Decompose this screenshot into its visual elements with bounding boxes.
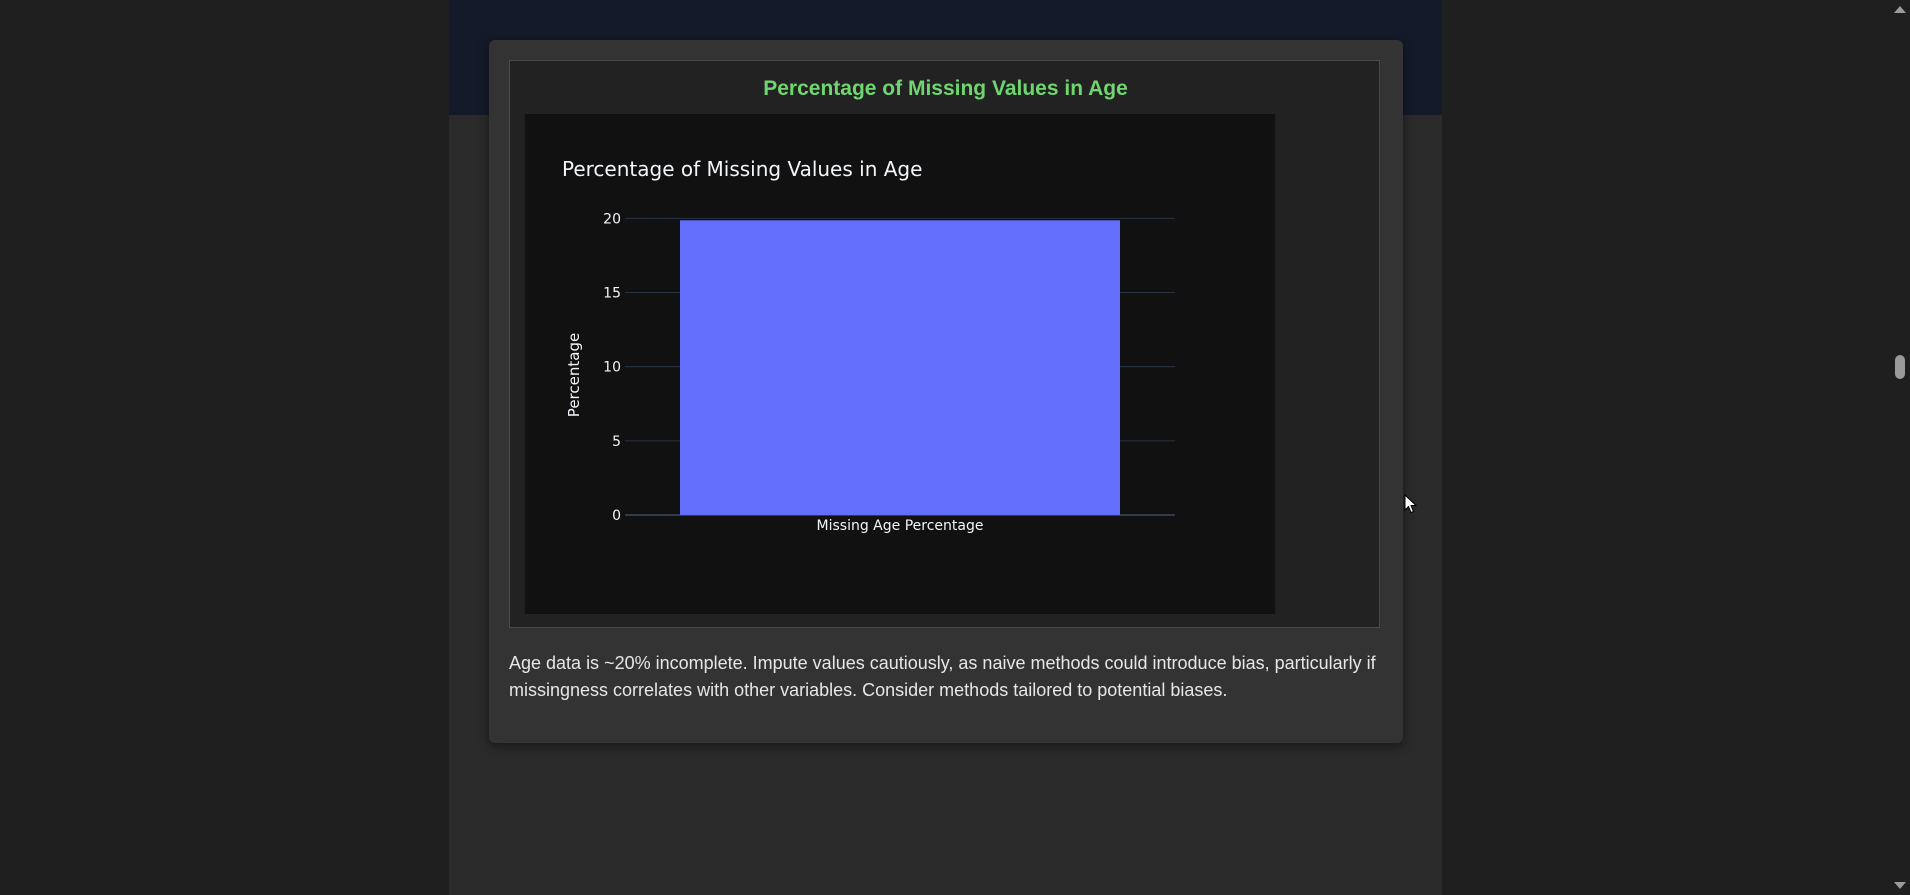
- scroll-up-arrow-icon[interactable]: [1894, 6, 1906, 13]
- page-content: Percentage of Missing Values in Age 0 5 10…: [449, 0, 1442, 895]
- chart-description: Age data is ~20% incomplete. Impute valu…: [509, 653, 1376, 700]
- y-tick-label: 20: [603, 211, 621, 227]
- y-axis-title: Percentage: [565, 333, 583, 417]
- chart-title: Percentage of Missing Values in Age: [562, 157, 922, 181]
- vertical-scrollbar[interactable]: [1890, 0, 1910, 895]
- y-tick-label: 10: [603, 360, 621, 376]
- bar[interactable]: [680, 220, 1120, 515]
- y-tick-label: 5: [612, 434, 621, 450]
- mouse-cursor-icon: [1404, 493, 1418, 519]
- chart-heading: Percentage of Missing Values in Age: [763, 77, 1128, 100]
- axes: 0 5 10 15 20 Missing Age Percentage: [603, 211, 983, 534]
- scrollbar-thumb[interactable]: [1895, 355, 1905, 379]
- plotly-chart[interactable]: 0 5 10 15 20 Missing Age Percentage Percentag…: [525, 114, 1275, 614]
- y-tick-label: 15: [603, 286, 621, 302]
- x-tick-label: Missing Age Percentage: [817, 518, 984, 534]
- chart-frame: Percentage of Missing Values in Age 0 5 10…: [509, 60, 1380, 628]
- bars: [680, 220, 1120, 515]
- scroll-down-arrow-icon[interactable]: [1894, 882, 1906, 889]
- chart-svg[interactable]: 0 5 10 15 20 Missing Age Percentage Percentag…: [525, 114, 1275, 614]
- y-tick-label: 0: [612, 508, 621, 524]
- chart-card: Percentage of Missing Values in Age 0 5 10…: [489, 40, 1403, 743]
